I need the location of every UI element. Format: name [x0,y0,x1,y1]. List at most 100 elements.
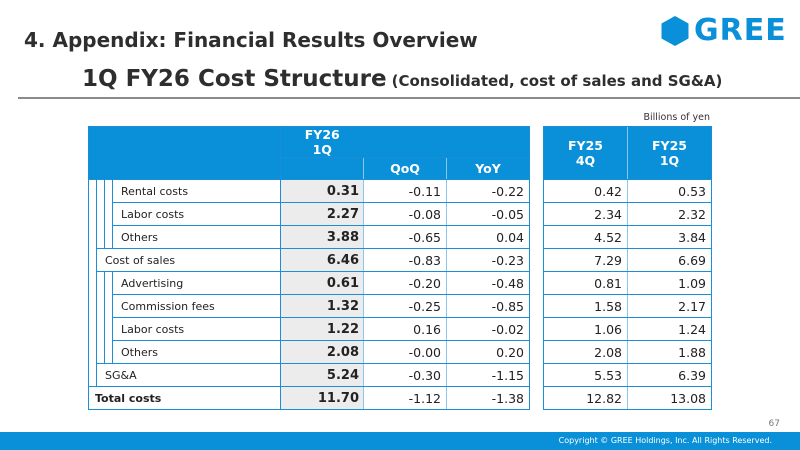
cell-fy26-1q: 2.27 [280,202,364,226]
cell-fy25-4q: 5.53 [543,363,628,387]
hexagon-logo-icon [661,15,689,46]
cell-fy25-4q: 7.29 [543,248,628,272]
row-label: Labor costs [112,202,281,226]
table-row: Advertising 0.61 -0.20 -0.48 0.81 1.09 [88,271,712,295]
indent-cell [96,317,105,341]
cell-fy26-1q: 6.46 [280,248,364,272]
table-gap [529,179,544,203]
table-subheader-row: QoQ YoY [89,157,712,180]
cell-fy25-4q: 2.34 [543,202,628,226]
indent-cell [88,340,97,364]
table-gap [529,225,544,249]
cell-fy25-1q: 13.08 [627,386,712,410]
table-gap [529,363,544,387]
cell-yoy: -0.23 [446,248,530,272]
cell-fy26-1q: 2.08 [280,340,364,364]
indent-cell [88,202,97,226]
indent-cell [88,363,97,387]
row-label-total: Total costs [88,386,281,410]
section-title: 4. Appendix: Financial Results Overview [24,28,478,52]
cell-qoq: -0.08 [363,202,447,226]
cell-fy25-1q: 1.88 [627,340,712,364]
row-label: Advertising [112,271,281,295]
cell-yoy: -0.22 [446,179,530,203]
table-gap [529,294,544,318]
cell-fy25-4q: 2.08 [543,340,628,364]
indent-cell [88,271,97,295]
cell-fy25-1q: 1.24 [627,317,712,341]
header-fy26-1q: FY26 1Q [280,126,364,158]
cell-fy25-4q: 1.06 [543,317,628,341]
cell-fy26-1q: 3.88 [280,225,364,249]
header-fy26-line1: FY26 [304,127,340,142]
header-blank-cell [88,126,281,180]
table-row-subtotal: SG&A 5.24 -0.30 -1.15 5.53 6.39 [88,363,712,387]
row-label: Cost of sales [96,248,281,272]
cell-qoq: -0.20 [363,271,447,295]
table-row-total: Total costs 11.70 -1.12 -1.38 12.82 13.0… [88,386,712,410]
indent-cell [104,294,113,318]
header-yoy: YoY [446,157,530,180]
cell-fy25-1q: 2.32 [627,202,712,226]
table-gap [529,317,544,341]
indent-cell [88,294,97,318]
header-qoq: QoQ [363,157,447,180]
table-row: Rental costs 0.31 -0.11 -0.22 0.42 0.53 [88,179,712,203]
cost-structure-table: FY26 1Q FY25 4Q FY25 1Q QoQ YoY Re [88,126,712,410]
cell-fy25-4q: 1.58 [543,294,628,318]
indent-cell [96,225,105,249]
slide-title: 1Q FY26 Cost Structure (Consolidated, co… [82,66,722,92]
header-fy26-line2: 1Q [312,142,332,157]
cell-qoq: -0.25 [363,294,447,318]
cell-qoq: -0.83 [363,248,447,272]
cell-qoq: -0.11 [363,179,447,203]
cell-yoy: 0.04 [446,225,530,249]
table-row-subtotal: Cost of sales 6.46 -0.83 -0.23 7.29 6.69 [88,248,712,272]
row-label: Others [112,340,281,364]
table-gap [529,340,544,364]
row-label: Commission fees [112,294,281,318]
table-header-row: FY26 1Q FY25 4Q FY25 1Q [88,126,712,180]
page-number: 67 [768,419,780,429]
cell-fy26-1q: 11.70 [280,386,364,410]
table-row: Commission fees 1.32 -0.25 -0.85 1.58 2.… [88,294,712,318]
cell-qoq: 0.16 [363,317,447,341]
row-label: Rental costs [112,179,281,203]
header-fy26-spacer [280,157,364,180]
cell-fy26-1q: 1.32 [280,294,364,318]
table-gap [529,386,544,410]
cell-fy25-1q: 0.53 [627,179,712,203]
indent-cell [104,225,113,249]
indent-cell [88,248,97,272]
table-row: Others 2.08 -0.00 0.20 2.08 1.88 [88,340,712,364]
row-label: Labor costs [112,317,281,341]
indent-cell [96,202,105,226]
header-fy25-1q: FY25 1Q [627,126,712,180]
slide-title-main: 1Q FY26 Cost Structure [82,66,387,92]
indent-cell [104,179,113,203]
cell-fy26-1q: 5.24 [280,363,364,387]
header-fy25-1q-line2: 1Q [659,153,680,168]
unit-note: Billions of yen [643,112,710,123]
cell-fy25-4q: 0.81 [543,271,628,295]
indent-cell [104,202,113,226]
cell-fy25-1q: 1.09 [627,271,712,295]
cell-fy26-1q: 0.31 [280,179,364,203]
cell-qoq: -0.00 [363,340,447,364]
header-fy25-4q-line2: 4Q [575,153,596,168]
table-gap [529,248,544,272]
row-label: SG&A [96,363,281,387]
indent-cell [96,271,105,295]
cell-yoy: -0.85 [446,294,530,318]
header-fy25-1q-line1: FY25 [652,138,687,153]
indent-cell [104,340,113,364]
indent-cell [104,317,113,341]
cell-fy25-1q: 3.84 [627,225,712,249]
cell-fy26-1q: 1.22 [280,317,364,341]
footer-bar: Copyright © GREE Holdings, Inc. All Righ… [0,432,800,450]
table-gap [529,126,544,180]
table-row: Labor costs 2.27 -0.08 -0.05 2.34 2.32 [88,202,712,226]
table-gap [529,271,544,295]
row-label: Others [112,225,281,249]
indent-cell [96,294,105,318]
